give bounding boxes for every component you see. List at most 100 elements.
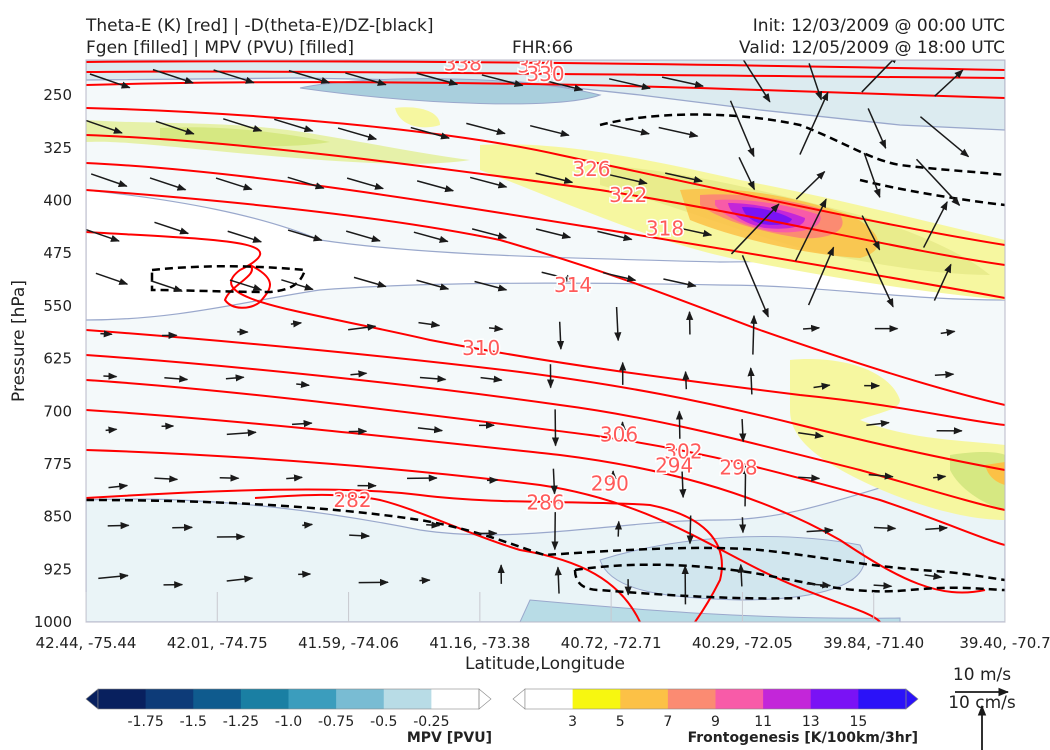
wind-vector	[215, 177, 253, 191]
wind-vector	[925, 524, 949, 532]
theta-e-contour-layer	[86, 60, 1005, 622]
wind-vector	[107, 521, 130, 530]
theta-e-label: 306	[600, 422, 638, 446]
wind-vector	[867, 108, 887, 150]
wind-vector	[614, 306, 622, 342]
wind-vector	[226, 429, 257, 437]
wind-vector	[873, 524, 897, 532]
wind-vector	[108, 482, 129, 491]
wind-vector	[799, 91, 829, 155]
wind-vector	[794, 198, 827, 262]
wind-vector	[286, 474, 303, 482]
wind-vector	[550, 468, 558, 495]
theta-e-label: 290	[591, 472, 629, 496]
vector-key: 10 m/s 10 cm/s	[948, 665, 1016, 750]
wind-vector-field	[86, 60, 970, 605]
colorbar-tick-label: 15	[849, 714, 867, 730]
wind-vector	[737, 563, 745, 587]
wind-vector	[291, 420, 313, 428]
wind-vector	[806, 526, 834, 535]
wind-vector	[418, 320, 441, 328]
ddz-contour-lower	[86, 498, 1005, 582]
colorbar-tick-label: -1.0	[275, 714, 302, 730]
colorbar-swatch	[98, 689, 147, 709]
mpv-fill-layer	[86, 60, 1005, 622]
colorbar-swatch	[572, 689, 621, 709]
mpv-colorbar-title: MPV [PVU]	[407, 730, 492, 746]
colorbar-swatch	[193, 689, 242, 709]
wind-vector	[813, 382, 831, 390]
colorbar-tick-label: -0.25	[413, 714, 449, 730]
y-tick-label: 1000	[34, 613, 72, 631]
wind-vector	[933, 473, 947, 481]
colorbar-extend-right	[905, 688, 919, 710]
theta-e-contour-334	[86, 70, 1005, 79]
wind-vector	[290, 320, 303, 328]
wind-vector	[861, 60, 899, 93]
colorbar-swatch	[383, 689, 432, 709]
wind-vector	[661, 76, 704, 88]
wind-vector	[554, 566, 562, 594]
wind-vector	[597, 230, 633, 242]
wind-vector	[413, 231, 449, 243]
wind-vector	[287, 229, 323, 242]
theta-e-label: 322	[609, 183, 647, 207]
wind-vector	[426, 521, 441, 529]
init-time: Init: 12/03/2009 @ 00:00 UTC	[752, 16, 1005, 36]
title-line-1: Theta-E (K) [red] | -D(theta-E)/DZ-[blac…	[86, 16, 434, 36]
wind-vector	[274, 118, 314, 133]
wind-vector	[541, 271, 575, 282]
colorbar-tick-label: 5	[616, 714, 625, 730]
x-tick-label: 42.44, -75.44	[36, 634, 137, 652]
theta-e-label: 302	[664, 439, 702, 463]
colorbar-extend-left	[85, 688, 99, 710]
wind-vector	[741, 465, 750, 507]
wind-vector	[89, 73, 131, 89]
colorbar-swatch	[525, 689, 574, 709]
colorbar-tick-label: -1.25	[223, 714, 259, 730]
colorbar-tick-label: -0.75	[318, 714, 354, 730]
wind-vector	[868, 472, 894, 480]
title-line-2: Fgen [filled] | MPV (PVU) [filled]	[86, 38, 355, 58]
wind-vector	[474, 280, 508, 292]
wind-vector	[419, 576, 431, 585]
y-tick-label: 550	[43, 297, 72, 315]
colorbar-extend-left	[512, 688, 526, 710]
wind-vector	[798, 431, 825, 439]
wind-vector	[410, 126, 450, 140]
wind-vector	[225, 374, 245, 382]
forecast-hour: FHR:66	[512, 38, 574, 58]
y-tick-label: 925	[43, 560, 72, 578]
colorbar-swatch	[858, 689, 907, 709]
wind-vector	[861, 215, 881, 251]
theta-e-label: 330	[526, 62, 564, 86]
wind-vector	[100, 330, 113, 338]
colorbar-swatch	[288, 689, 337, 709]
theta-e-label: 326	[572, 157, 610, 181]
wind-vector	[486, 476, 499, 484]
wind-vector	[213, 69, 255, 84]
wind-vector	[808, 63, 823, 101]
wind-vector	[739, 419, 747, 443]
x-tick-label: 41.16, -73.38	[429, 634, 530, 652]
y-tick-label: 250	[43, 86, 72, 104]
wind-vector	[529, 124, 570, 137]
mpv-contour-ground	[519, 599, 901, 622]
theta-e-label-layer: 338 3343303263223183143103063022982942902…	[332, 52, 759, 516]
colorbar-extend-right	[478, 688, 492, 710]
y-tick-label: 775	[43, 455, 72, 473]
theta-e-contour-inner-left	[223, 264, 271, 309]
wind-vector	[610, 174, 648, 186]
wind-vector	[416, 279, 450, 291]
mpv-colorbar: -1.75 -1.5 -1.25 -1.0 -0.75 -0.5 -0.25	[85, 688, 492, 730]
wind-vector	[103, 372, 118, 380]
wind-vector	[152, 68, 194, 84]
x-tick-label: 42.01, -74.75	[167, 634, 268, 652]
wind-vector	[345, 230, 381, 243]
wind-vector	[665, 172, 704, 184]
theta-e-label: 338	[444, 52, 482, 76]
theta-e-label: 334	[517, 54, 555, 78]
vector-key-horizontal-label: 10 m/s	[953, 665, 1011, 685]
wind-vector	[86, 119, 123, 134]
